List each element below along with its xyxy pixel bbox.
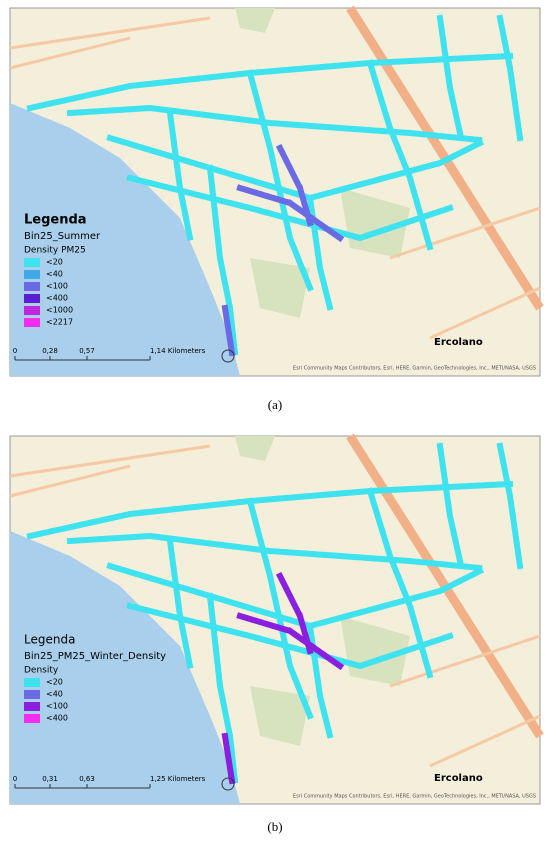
scale-label: 0	[13, 347, 17, 355]
street	[389, 634, 541, 688]
pixel-road	[206, 592, 239, 785]
pixel-road	[126, 602, 454, 670]
legend-label: <100	[46, 282, 68, 291]
street	[429, 714, 541, 768]
legend-swatch	[24, 270, 40, 279]
park	[340, 616, 410, 686]
street	[389, 206, 541, 260]
map-panel: Legenda Bin25_Summer Density PM25 <20 <40 <10…	[9, 5, 544, 377]
legend-field: Density	[24, 666, 59, 676]
street	[9, 36, 131, 70]
legend-label: <40	[46, 690, 63, 699]
legend-layer: Bin25_PM25_Winter_Density	[24, 651, 166, 662]
pixel-road	[366, 487, 434, 680]
attribution: Esri Community Maps Contributors, Esri, …	[293, 794, 536, 800]
legend-label: <20	[46, 258, 63, 267]
pixel-road	[366, 59, 434, 252]
park	[250, 258, 310, 318]
street	[9, 464, 131, 498]
pixel-road	[436, 14, 464, 137]
park	[340, 188, 410, 258]
place-name: Ercolano	[434, 773, 483, 784]
legend-swatch	[24, 678, 40, 687]
pixel-hotspot	[275, 143, 314, 227]
scale-label: 1,14 Kilometers	[150, 347, 206, 355]
legend-label: <400	[46, 294, 68, 303]
pixel-road	[66, 532, 484, 572]
legend-swatch	[24, 318, 40, 327]
street	[429, 286, 541, 340]
street	[9, 16, 211, 50]
pixel-hotspot	[221, 304, 236, 357]
scale-label: 0,31	[42, 775, 58, 783]
scale-label: 1,25 Kilometers	[150, 775, 206, 783]
park	[250, 686, 310, 746]
legend-label: <400	[46, 714, 68, 723]
pixel-hotspot	[236, 184, 345, 243]
pixel-road	[66, 104, 484, 144]
north-arrow	[221, 777, 235, 791]
legend-swatch	[24, 258, 40, 267]
map-panel: Legenda Bin25_PM25_Winter_Density Density <…	[9, 433, 544, 805]
sea	[10, 531, 240, 804]
legend-swatch	[24, 714, 40, 723]
pixel-road	[246, 497, 314, 720]
attribution: Esri Community Maps Contributors, Esri, …	[293, 366, 536, 372]
pixel-road	[436, 442, 464, 565]
pixel-road	[166, 109, 194, 242]
scale-label: 0,57	[79, 347, 95, 355]
park	[235, 436, 275, 461]
legend-label: <1000	[46, 306, 73, 315]
place-name: Ercolano	[434, 337, 483, 348]
scale-label: 0	[13, 775, 17, 783]
street	[9, 444, 211, 478]
legend-label: <2217	[46, 318, 73, 327]
park	[235, 8, 275, 33]
pixel-road	[496, 442, 524, 570]
pixel-road	[246, 69, 314, 292]
legend-swatch	[24, 690, 40, 699]
legend-field: Density PM25	[24, 246, 86, 256]
scale-label: 0,28	[42, 347, 58, 355]
pixel-hotspot	[236, 612, 345, 671]
caption: (a)	[268, 397, 282, 412]
legend-swatch	[24, 702, 40, 711]
caption: (b)	[267, 819, 282, 834]
north-arrow	[221, 349, 235, 363]
pixel-road	[126, 174, 454, 242]
legend-label: <100	[46, 702, 68, 711]
legend-layer: Bin25_Summer	[24, 231, 101, 242]
sea	[10, 103, 240, 376]
scale-label: 0,63	[79, 775, 95, 783]
legend-label: <20	[46, 678, 63, 687]
legend-title: Legenda	[24, 213, 87, 228]
pixel-road	[166, 537, 194, 670]
pixel-road	[496, 14, 524, 142]
legend-label: <40	[46, 270, 63, 279]
pixel-hotspot	[221, 732, 236, 785]
legend-title: Legenda	[24, 633, 75, 647]
legend-swatch	[24, 282, 40, 291]
legend-swatch	[24, 294, 40, 303]
pixel-hotspot	[275, 571, 314, 655]
legend-swatch	[24, 306, 40, 315]
pixel-road	[206, 164, 239, 357]
